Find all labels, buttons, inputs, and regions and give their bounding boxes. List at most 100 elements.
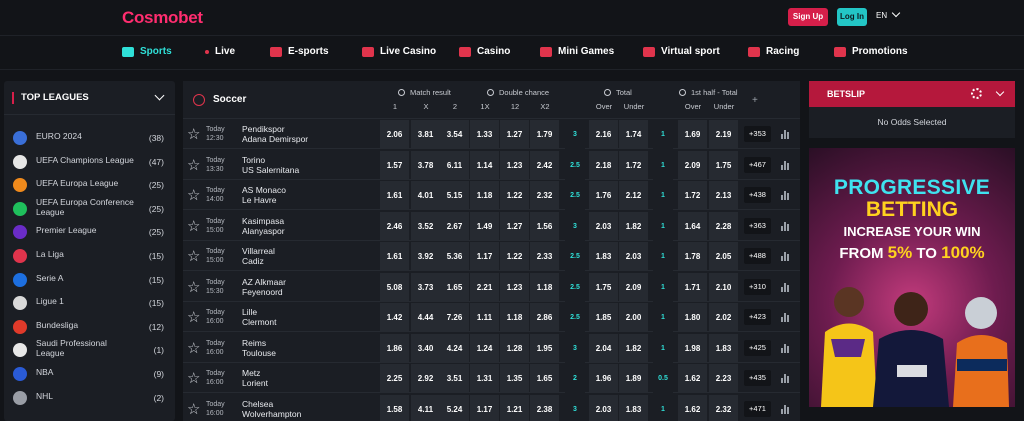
nav-item-live[interactable]: live-dot-icon Live xyxy=(205,46,235,57)
odds-button[interactable]: 1.23 xyxy=(500,272,529,302)
odds-button[interactable]: 1.17 xyxy=(470,394,499,421)
odds-button[interactable]: 1.23 xyxy=(500,150,529,180)
match-row[interactable]: ☆ Today 14:00 AS Monaco Le Havre 1.61 4.01 5.15… xyxy=(183,181,800,210)
match-teams[interactable]: Chelsea Wolverhampton xyxy=(242,399,301,419)
odds-button[interactable]: 1.27 xyxy=(500,211,529,241)
league-item[interactable]: UEFA Champions League (47) xyxy=(4,152,175,174)
promo-banner[interactable]: PROGRESSIVE BETTING INCREASE YOUR WIN FR… xyxy=(809,148,1015,407)
odds-button[interactable]: 5.08 xyxy=(380,272,409,302)
odds-button[interactable]: 2.09 xyxy=(678,150,707,180)
odds-button[interactable]: 3.51 xyxy=(440,364,469,393)
favorite-star-icon[interactable]: ☆ xyxy=(187,248,201,265)
odds-button[interactable]: 2.32 xyxy=(709,394,738,421)
top-leagues-header[interactable]: TOP LEAGUES xyxy=(4,81,175,115)
odds-button[interactable]: 2.25 xyxy=(380,364,409,393)
league-item[interactable]: Serie A (15) xyxy=(4,270,175,292)
odds-button[interactable]: 1.18 xyxy=(530,272,559,302)
league-item[interactable]: La Liga (15) xyxy=(4,246,175,268)
odds-button[interactable]: 1.78 xyxy=(678,242,707,271)
odds-button[interactable]: 1.58 xyxy=(380,394,409,421)
odds-button[interactable]: 1.83 xyxy=(709,333,738,363)
nav-item-live-casino[interactable]: cards-icon Live Casino xyxy=(362,46,436,57)
nav-item-casino[interactable]: casino-icon Casino xyxy=(459,46,510,57)
total-line-selector[interactable]: 2 xyxy=(565,364,585,393)
odds-button[interactable]: 2.02 xyxy=(709,303,738,332)
odds-button[interactable]: 2.28 xyxy=(709,211,738,241)
total-line-selector[interactable]: 3 xyxy=(565,211,585,241)
total-line-selector[interactable]: 3 xyxy=(565,394,585,421)
chevron-down-icon[interactable] xyxy=(154,90,165,101)
gear-icon[interactable] xyxy=(971,88,982,99)
nav-item-sports[interactable]: soccer-ball-icon Sports xyxy=(122,46,172,57)
odds-button[interactable]: 1.86 xyxy=(380,333,409,363)
match-teams[interactable]: Metz Lorient xyxy=(242,368,268,388)
match-teams[interactable]: Kasimpasa Alanyaspor xyxy=(242,216,285,236)
match-row[interactable]: ☆ Today 15:00 Kasimpasa Alanyaspor 2.46 3.52 2.… xyxy=(183,211,800,241)
odds-button[interactable]: 4.11 xyxy=(411,394,440,421)
odds-button[interactable]: 1.74 xyxy=(619,120,648,149)
odds-button[interactable]: 3.81 xyxy=(411,120,440,149)
total-line-selector[interactable]: 3 xyxy=(565,333,585,363)
odds-button[interactable]: 2.18 xyxy=(589,150,618,180)
stats-icon[interactable] xyxy=(781,374,790,383)
match-teams[interactable]: Pendikspor Adana Demirspor xyxy=(242,124,308,144)
odds-button[interactable]: 3.92 xyxy=(411,242,440,271)
odds-button[interactable]: 1.22 xyxy=(500,181,529,210)
odds-button[interactable]: 4.24 xyxy=(440,333,469,363)
match-row[interactable]: ☆ Today 16:00 Reims Toulouse 1.86 3.40 4.24 1.24… xyxy=(183,333,800,363)
stats-icon[interactable] xyxy=(781,343,790,353)
more-markets-button[interactable]: +363 xyxy=(744,217,771,234)
odds-button[interactable]: 2.12 xyxy=(619,181,648,210)
odds-button[interactable]: 3.78 xyxy=(411,150,440,180)
league-item[interactable]: NHL (2) xyxy=(4,388,175,410)
league-item[interactable]: UEFA Europa League (25) xyxy=(4,175,175,197)
favorite-star-icon[interactable]: ☆ xyxy=(187,339,201,357)
league-item[interactable]: EURO 2024 (38) xyxy=(4,128,175,150)
stats-icon[interactable] xyxy=(781,160,790,170)
odds-button[interactable]: 2.21 xyxy=(470,272,499,302)
more-markets-button[interactable]: +488 xyxy=(744,248,771,264)
odds-button[interactable]: 5.36 xyxy=(440,242,469,271)
odds-button[interactable]: 1.21 xyxy=(500,394,529,421)
odds-button[interactable]: 1.27 xyxy=(500,120,529,149)
odds-button[interactable]: 3.54 xyxy=(440,120,469,149)
odds-button[interactable]: 3.73 xyxy=(411,272,440,302)
match-row[interactable]: ☆ Today 12:30 Pendikspor Adana Demirspor 2.06… xyxy=(183,120,800,149)
odds-button[interactable]: 1.24 xyxy=(470,333,499,363)
odds-button[interactable]: 1.75 xyxy=(709,150,738,180)
language-selector[interactable]: EN xyxy=(876,8,901,20)
odds-button[interactable]: 5.24 xyxy=(440,394,469,421)
half-line-selector[interactable]: 1 xyxy=(653,394,673,421)
match-row[interactable]: ☆ Today 16:00 Lille Clermont 1.42 4.44 7.26 1.11… xyxy=(183,303,800,332)
half-line-selector[interactable]: 1 xyxy=(653,150,673,180)
more-markets-button[interactable]: +310 xyxy=(744,278,771,295)
more-markets-button[interactable]: +435 xyxy=(744,370,771,386)
odds-button[interactable]: 1.98 xyxy=(678,333,707,363)
favorite-star-icon[interactable]: ☆ xyxy=(187,217,201,235)
favorite-star-icon[interactable]: ☆ xyxy=(187,278,201,296)
odds-button[interactable]: 2.04 xyxy=(589,333,618,363)
odds-button[interactable]: 1.31 xyxy=(470,364,499,393)
odds-button[interactable]: 2.92 xyxy=(411,364,440,393)
odds-button[interactable]: 1.69 xyxy=(678,120,707,149)
odds-button[interactable]: 1.75 xyxy=(589,272,618,302)
stats-icon[interactable] xyxy=(781,252,790,261)
odds-button[interactable]: 1.35 xyxy=(500,364,529,393)
total-line-selector[interactable]: 2.5 xyxy=(565,242,585,271)
odds-button[interactable]: 1.76 xyxy=(589,181,618,210)
odds-button[interactable]: 2.10 xyxy=(709,272,738,302)
odds-button[interactable]: 2.42 xyxy=(530,150,559,180)
odds-button[interactable]: 1.83 xyxy=(589,242,618,271)
match-row[interactable]: ☆ Today 15:30 AZ Alkmaar Feyenoord 5.08 3.73 1.… xyxy=(183,272,800,302)
odds-button[interactable]: 1.65 xyxy=(440,272,469,302)
odds-button[interactable]: 2.46 xyxy=(380,211,409,241)
odds-button[interactable]: 1.82 xyxy=(619,211,648,241)
nav-item-virtual-sport[interactable]: checkered-flag-icon Virtual sport xyxy=(643,46,720,57)
half-line-selector[interactable]: 1 xyxy=(653,181,673,210)
odds-button[interactable]: 6.11 xyxy=(440,150,469,180)
odds-button[interactable]: 1.62 xyxy=(678,364,707,393)
league-item[interactable]: Bundesliga (12) xyxy=(4,317,175,339)
half-line-selector[interactable]: 1 xyxy=(653,333,673,363)
odds-button[interactable]: 2.06 xyxy=(380,120,409,149)
sign-up-button[interactable]: Sign Up xyxy=(788,8,828,26)
